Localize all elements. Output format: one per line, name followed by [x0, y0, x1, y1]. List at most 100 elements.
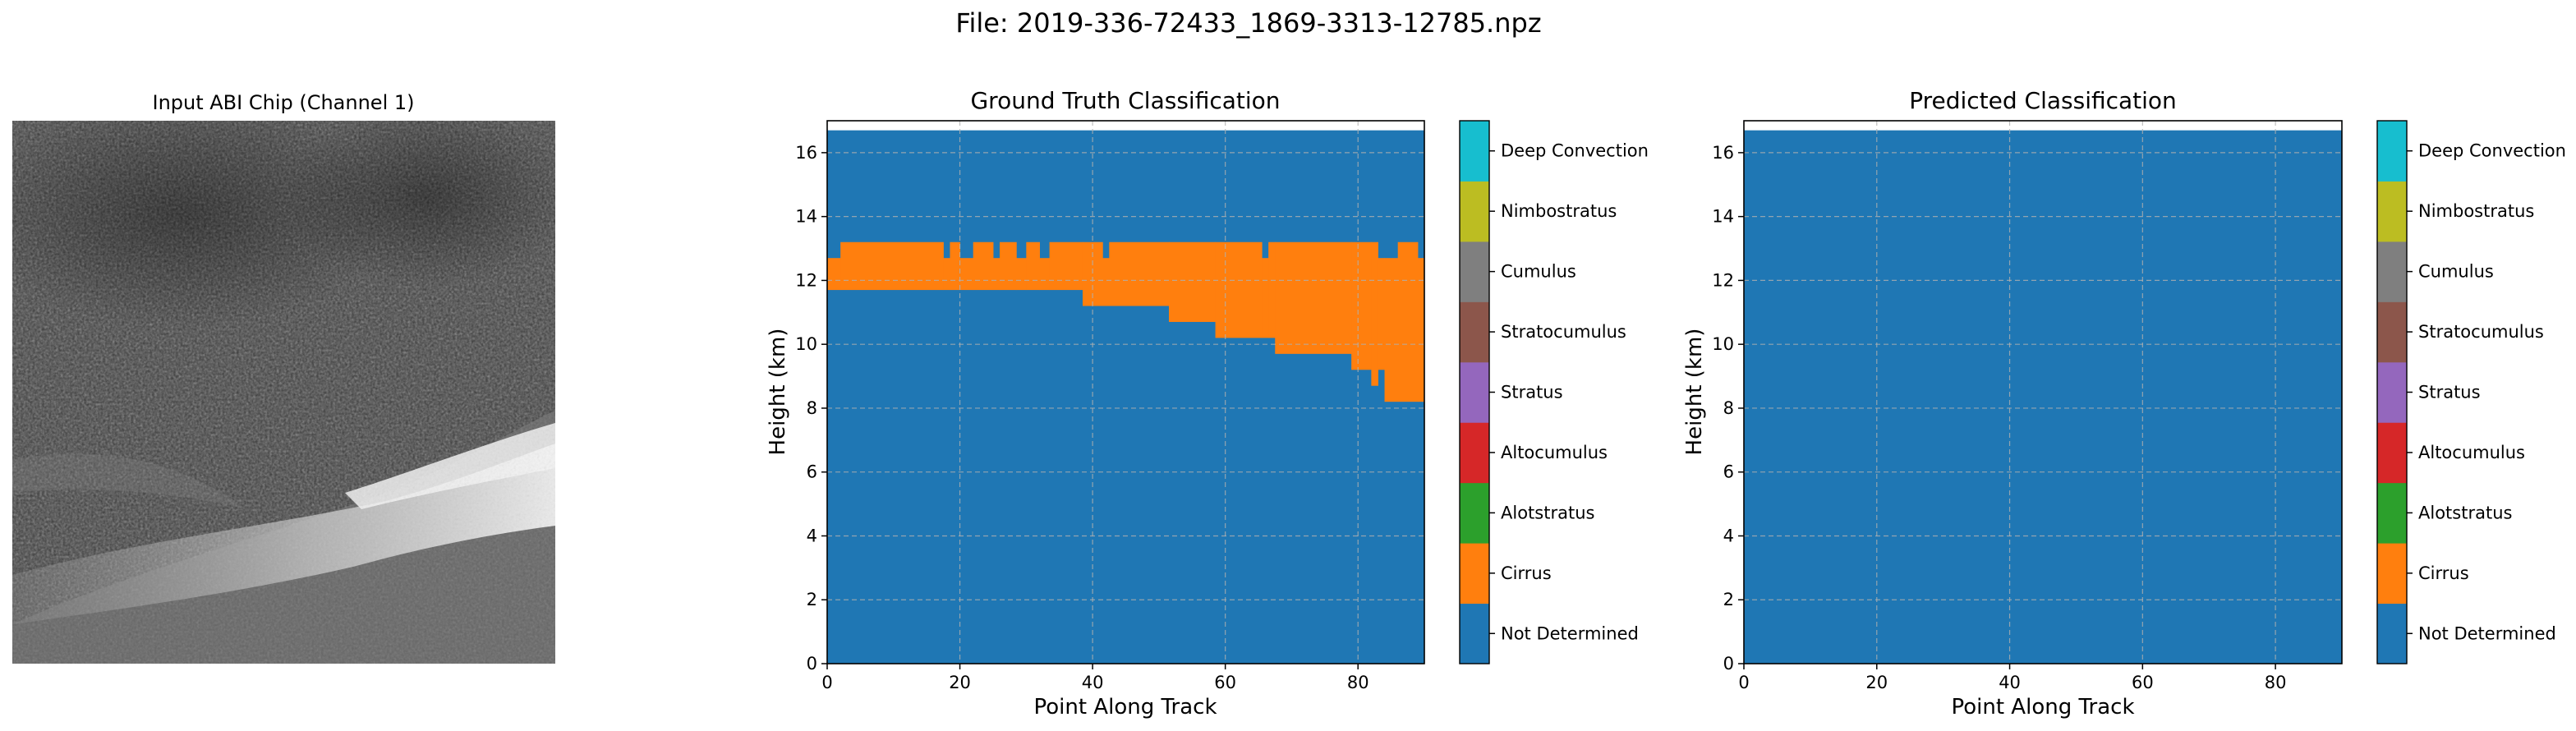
ground-truth-colorbar-swatch-1 [1460, 543, 1489, 605]
ground-truth-cirrus-cell-18 [1268, 241, 1276, 338]
predicted-background-cells [1744, 130, 2342, 664]
ground-truth-cirrus-cell-9 [1026, 241, 1040, 291]
ground-truth-xtick-label-3: 60 [1214, 673, 1236, 692]
ground-truth-cirrus-cell-10 [1039, 258, 1051, 291]
ground-truth-ytick-label-5: 10 [795, 334, 817, 354]
ground-truth-colorbar-frame [1459, 120, 1490, 664]
ground-truth-cirrus-cell-21 [1371, 241, 1378, 386]
ground-truth-cirrus-cell-23 [1384, 258, 1399, 402]
ground-truth-xlabel: Point Along Track [1033, 695, 1217, 720]
ground-truth-colorbar-label-8: Deep Convection [1501, 141, 1649, 161]
predicted-colorbar-label-6: Cumulus [2418, 262, 2494, 282]
ground-truth-axes-frame [826, 120, 1425, 664]
ground-truth-cirrus-cell-7 [1000, 241, 1017, 291]
ground-truth-panel: Ground Truth Classification 0 20 40 60 80 0 2 4… [766, 87, 1649, 720]
ground-truth-colorbar-label-0: Not Determined [1501, 623, 1639, 643]
ground-truth-cirrus-cell-1 [840, 241, 944, 291]
ground-truth-colorbar: Not Determined Cirrus Alotstratus Altocumul… [1459, 120, 1649, 664]
ground-truth-ytick-label-3: 6 [807, 462, 817, 482]
ground-truth-colorbar-label-3: Altocumulus [1501, 443, 1608, 462]
ground-truth-cirrus-cell-16 [1215, 241, 1263, 338]
ground-truth-colorbar-label-6: Cumulus [1501, 262, 1576, 282]
ground-truth-ytick-label-1: 2 [807, 590, 817, 609]
ground-truth-colorbar-label-1: Cirrus [1501, 563, 1552, 583]
ground-truth-colorbar-swatch-8 [1460, 121, 1489, 182]
predicted-colorbar-swatch-5 [2377, 301, 2407, 363]
ground-truth-cirrus-cell-8 [1016, 258, 1027, 291]
ground-truth-colorbar-swatch-7 [1460, 181, 1489, 242]
ground-truth-cirrus-cell-11 [1049, 241, 1083, 291]
ground-truth-cirrus-cell-24 [1397, 241, 1419, 402]
predicted-xtick-label-1: 20 [1865, 673, 1888, 692]
predicted-ytick-label-5: 10 [1712, 334, 1734, 354]
ground-truth-colorbar-swatch-6 [1460, 241, 1489, 302]
predicted-xtick-label-0: 0 [1738, 673, 1749, 692]
predicted-xlabel: Point Along Track [1951, 695, 2134, 720]
predicted-colorbar-swatch-0 [2377, 603, 2407, 664]
predicted-colorbar-label-4: Stratus [2418, 383, 2481, 402]
predicted-colorbar-label-8: Deep Convection [2418, 141, 2566, 161]
ground-truth-cirrus-cell-5 [973, 241, 994, 291]
ground-truth-cirrus-cell-20 [1351, 241, 1372, 370]
ground-truth-ytick-label-4: 8 [807, 398, 817, 418]
ground-truth-colorbar-swatch-3 [1460, 422, 1489, 484]
predicted-ytick-label-2: 4 [1723, 526, 1734, 545]
ground-truth-cirrus-cell-14 [1109, 241, 1170, 306]
ground-truth-cirrus-cell-19 [1275, 241, 1352, 354]
ground-truth-ytick-label-2: 4 [807, 526, 817, 545]
predicted-ytick-label-4: 8 [1723, 398, 1734, 418]
predicted-colorbar-frame [2376, 120, 2408, 664]
predicted-ytick-label-1: 2 [1723, 590, 1734, 609]
ground-truth-title: Ground Truth Classification [970, 87, 1280, 114]
predicted-title: Predicted Classification [1909, 87, 2177, 114]
ground-truth-xtick-label-2: 40 [1082, 673, 1104, 692]
predicted-colorbar-label-7: Nimbostratus [2418, 201, 2534, 221]
predicted-colorbar-label-1: Cirrus [2418, 563, 2469, 583]
ground-truth-colorbar-swatch-0 [1460, 603, 1489, 664]
ground-truth-colorbar-label-7: Nimbostratus [1501, 201, 1617, 221]
predicted-colorbar-swatch-2 [2377, 482, 2407, 544]
ground-truth-cirrus-cell-4 [959, 258, 974, 291]
predicted-ytick-label-0: 0 [1723, 654, 1734, 674]
predicted-colorbar-label-0: Not Determined [2418, 623, 2556, 643]
predicted-colorbar-swatch-1 [2377, 543, 2407, 605]
ground-truth-cirrus-cell-3 [950, 241, 961, 291]
ground-truth-cirrus-cell-22 [1378, 258, 1386, 370]
predicted-colorbar-label-5: Stratocumulus [2418, 322, 2544, 342]
ground-truth-cirrus-cell-0 [827, 258, 841, 291]
predicted-colorbar-swatch-7 [2377, 181, 2407, 242]
input-image-panel: Input ABI Chip (Channel 1) [12, 91, 555, 664]
ground-truth-xtick-label-0: 0 [821, 673, 832, 692]
predicted-colorbar: Not Determined Cirrus Alotstratus Altocumul… [2376, 120, 2566, 664]
ground-truth-ylabel: Height (km) [766, 329, 790, 456]
predicted-colorbar-swatch-3 [2377, 422, 2407, 484]
abi-chip-image [12, 121, 555, 664]
predicted-colorbar-swatch-6 [2377, 241, 2407, 302]
predicted-colorbar-swatch-4 [2377, 361, 2407, 423]
figure-suptitle: File: 2019-336-72433_1869-3313-12785.npz [955, 7, 1541, 39]
ground-truth-cirrus-cell-13 [1102, 258, 1110, 306]
predicted-axes-frame [1743, 120, 2343, 664]
ground-truth-cirrus-cell-25 [1417, 258, 1425, 402]
ground-truth-xtick-label-4: 80 [1347, 673, 1369, 692]
ground-truth-cirrus-cell-2 [943, 258, 950, 291]
ground-truth-background-cells [827, 130, 1424, 664]
ground-truth-cirrus-cell-6 [992, 258, 1000, 291]
ground-truth-xtick-label-1: 20 [949, 673, 971, 692]
predicted-ylabel: Height (km) [1682, 329, 1707, 456]
ground-truth-plot-area: 0 20 40 60 80 0 2 4 6 8 10 12 14 16 [795, 120, 1425, 692]
ground-truth-cirrus-cell-15 [1169, 241, 1217, 322]
ground-truth-colorbar-swatch-5 [1460, 301, 1489, 363]
ground-truth-ytick-label-6: 12 [795, 270, 817, 290]
predicted-colorbar-label-2: Alotstratus [2418, 503, 2512, 522]
predicted-colorbar-label-3: Altocumulus [2418, 443, 2525, 462]
predicted-colorbar-swatch-8 [2377, 121, 2407, 182]
predicted-xtick-label-2: 40 [1999, 673, 2021, 692]
ground-truth-ytick-label-7: 14 [795, 207, 817, 227]
input-image-title: Input ABI Chip (Channel 1) [152, 91, 414, 114]
predicted-ytick-label-3: 6 [1723, 462, 1734, 482]
predicted-ytick-label-6: 12 [1712, 270, 1734, 290]
predicted-panel: Predicted Classification 0 20 40 60 80 0 2 4 6 8 1… [1682, 87, 2566, 720]
predicted-xtick-label-3: 60 [2132, 673, 2154, 692]
